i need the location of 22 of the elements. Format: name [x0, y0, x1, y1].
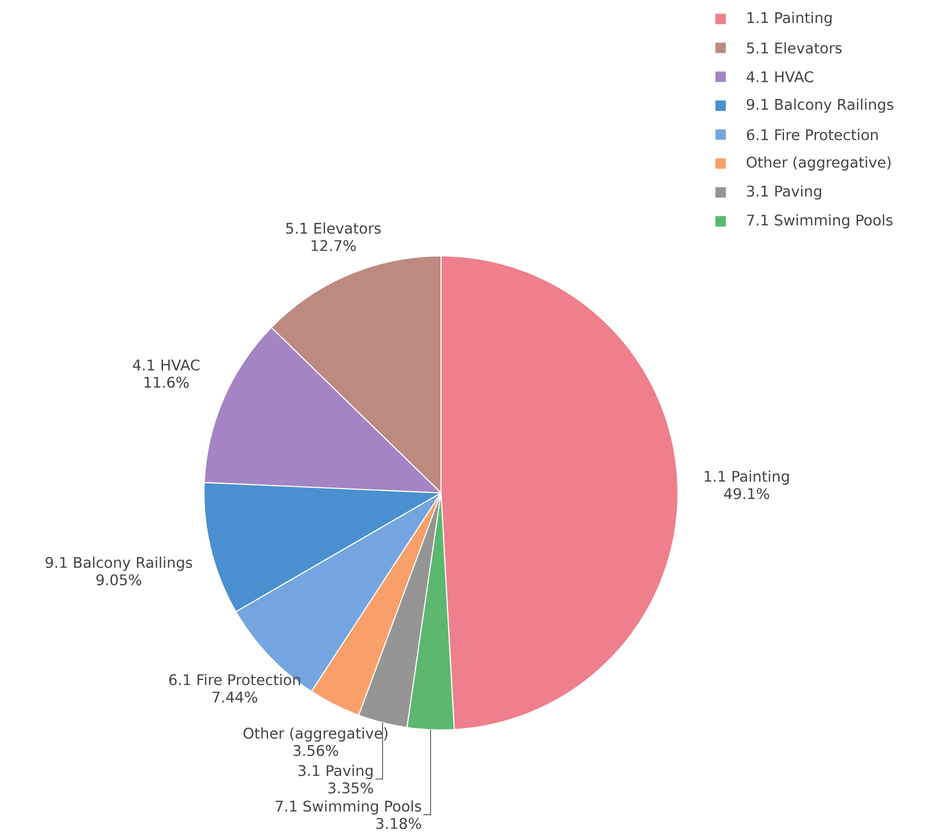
- legend-label: 3.1 Paving: [747, 185, 822, 200]
- data-label: 3.35%: [328, 782, 374, 794]
- data-label: 7.44%: [212, 692, 258, 703]
- data-label: 9.05%: [96, 574, 142, 586]
- legend-label: Other (aggregative): [746, 156, 891, 171]
- slice-label: 4.1 HVAC: [132, 359, 200, 371]
- legend-label: 9.1 Balcony Railings: [746, 98, 894, 113]
- legend-label: 1.1 Painting: [748, 12, 832, 26]
- data-label: 11.6%: [144, 376, 189, 388]
- slice-label: 1.1 Painting: [704, 470, 789, 485]
- legend-label: 4.1 HVAC: [746, 71, 814, 82]
- slice-label: 7.1 Swimming Pools: [276, 800, 422, 815]
- legend-label: 6.1 Fire Protection: [746, 128, 878, 140]
- slice-label: 9.1 Balcony Railings: [46, 556, 192, 571]
- data-label: 3.56%: [294, 744, 338, 756]
- data-label: 3.18%: [376, 818, 422, 830]
- data-label: 12.7%: [312, 240, 356, 252]
- slice-label: 5.1 Elevators: [286, 222, 381, 234]
- data-label: 49.1%: [724, 488, 770, 500]
- slice-label: 3.1 Paving: [298, 764, 373, 779]
- legend-label: 5.1 Elevators: [747, 42, 842, 54]
- legend-label: 7.1 Swimming Pools: [747, 214, 892, 228]
